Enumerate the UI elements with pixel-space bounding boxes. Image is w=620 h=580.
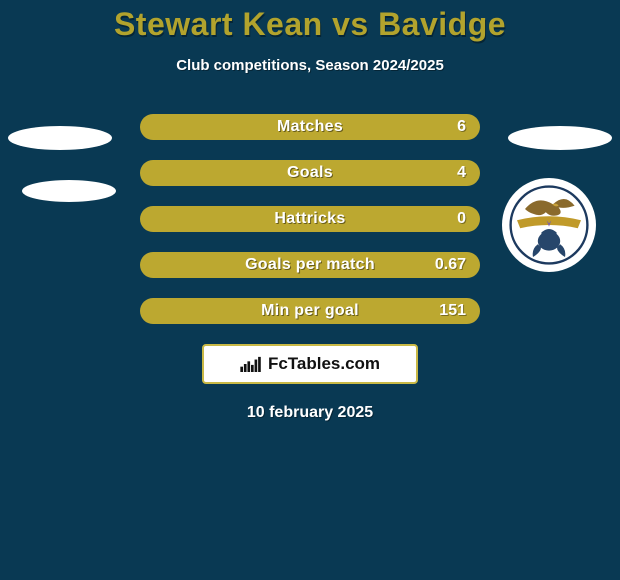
club-badge-icon <box>509 185 589 265</box>
stat-value: 151 <box>439 302 466 320</box>
footer-date: 10 february 2025 <box>0 404 620 422</box>
stat-row-matches: Matches 6 <box>140 114 480 140</box>
stat-label: Min per goal <box>261 302 359 320</box>
stat-label: Goals per match <box>245 256 375 274</box>
brand-text: FcTables.com <box>268 354 380 374</box>
stat-label: Goals <box>287 164 333 182</box>
stat-label: Hattricks <box>274 210 345 228</box>
subtitle: Club competitions, Season 2024/2025 <box>0 57 620 74</box>
stat-value: 4 <box>457 164 466 182</box>
stat-row-goals-per-match: Goals per match 0.67 <box>140 252 480 278</box>
stat-row-goals: Goals 4 <box>140 160 480 186</box>
club-badge <box>502 178 596 272</box>
stat-value: 6 <box>457 118 466 136</box>
avatar-placeholder-right-1 <box>508 126 612 150</box>
avatar-placeholder-left-1 <box>8 126 112 150</box>
avatar-placeholder-left-2 <box>22 180 116 202</box>
stat-value: 0 <box>457 210 466 228</box>
comparison-card: Stewart Kean vs Bavidge Club competition… <box>0 0 620 580</box>
page-title: Stewart Kean vs Bavidge <box>0 0 620 43</box>
stat-row-hattricks: Hattricks 0 <box>140 206 480 232</box>
brand-badge[interactable]: FcTables.com <box>202 344 418 384</box>
stat-value: 0.67 <box>435 256 466 274</box>
bar-chart-icon <box>240 356 262 372</box>
stat-row-min-per-goal: Min per goal 151 <box>140 298 480 324</box>
stat-label: Matches <box>277 118 343 136</box>
